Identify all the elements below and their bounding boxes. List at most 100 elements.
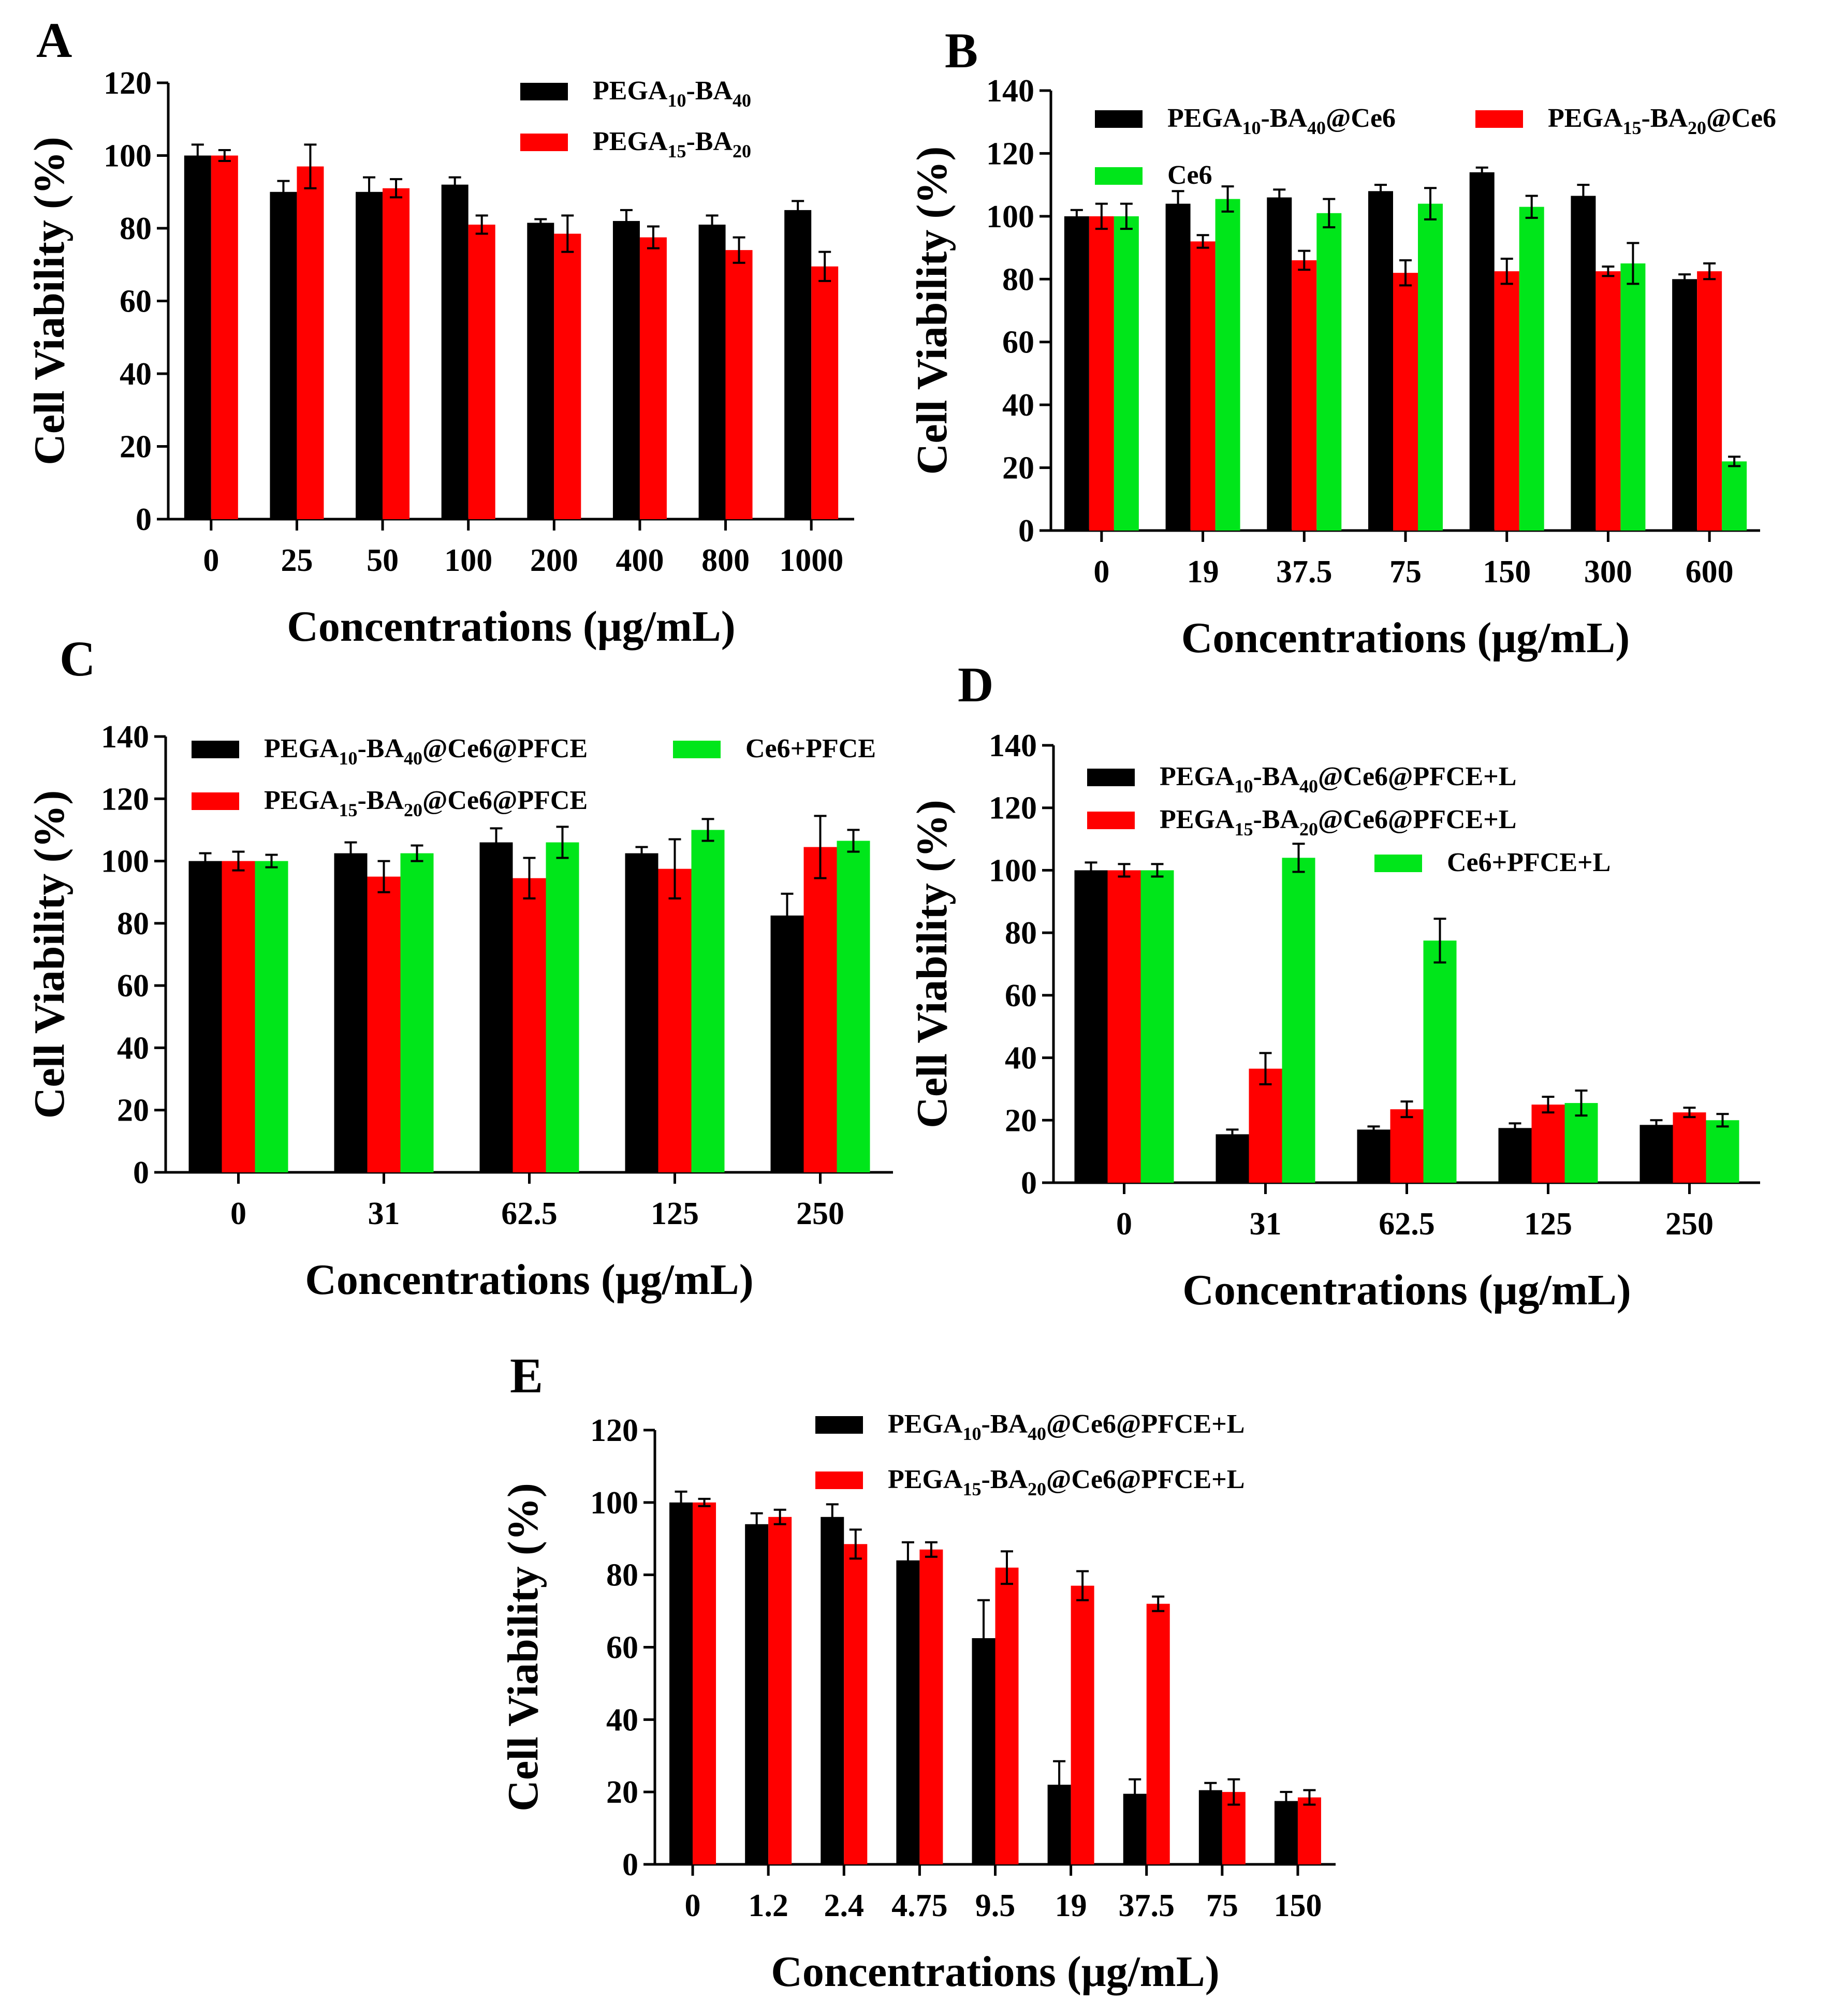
y-tick-label: 0 — [1021, 1166, 1037, 1201]
bar-b-s2-c4 — [1519, 207, 1544, 531]
x-tick-label: 25 — [281, 543, 313, 578]
legend-swatch — [192, 741, 239, 758]
y-axis-title: Cell Viability (%) — [25, 790, 74, 1119]
bar-a-s1-c1 — [297, 166, 324, 519]
y-tick-label: 120 — [989, 791, 1037, 826]
x-tick-label: 0 — [230, 1196, 246, 1231]
bar-a-s0-c7 — [784, 210, 812, 519]
legend-label: PEGA15-BA20 — [593, 127, 751, 161]
y-tick-label: 20 — [120, 430, 152, 465]
y-tick-label: 60 — [120, 284, 152, 319]
x-tick-label: 200 — [530, 543, 578, 578]
bar-c-s0-c0 — [188, 861, 222, 1172]
y-axis-title: Cell Viability (%) — [908, 146, 956, 475]
bar-b-s1-c3 — [1393, 273, 1418, 531]
bar-d-s2-c2 — [1423, 940, 1457, 1183]
bar-b-s0-c6 — [1672, 279, 1697, 531]
legend-swatch — [1087, 812, 1135, 829]
x-axis-title: Concentrations (μg/mL) — [305, 1256, 754, 1304]
y-tick-label: 0 — [133, 1155, 149, 1190]
x-tick-label: 31 — [368, 1196, 400, 1231]
y-tick-label: 120 — [590, 1413, 638, 1448]
legend: PEGA10-BA40@Ce6 PEGA15-BA20@Ce6 Ce6 — [1095, 104, 1776, 190]
x-tick-label: 19 — [1187, 554, 1219, 590]
bar-d-s1-c0 — [1107, 870, 1141, 1183]
bar-c-s0-c2 — [479, 842, 513, 1172]
bar-c-s1-c3 — [658, 869, 692, 1172]
x-axis-title: Concentrations (μg/mL) — [1181, 614, 1630, 662]
y-tick-label: 40 — [1005, 1041, 1037, 1076]
y-tick-label: 60 — [117, 968, 149, 1004]
y-tick-label: 120 — [986, 136, 1034, 171]
bar-e-s1-c2 — [844, 1544, 868, 1864]
bar-c-s1-c4 — [803, 847, 837, 1172]
y-tick-label: 40 — [120, 357, 152, 392]
y-tick-label: 20 — [1002, 451, 1034, 486]
x-tick-label: 31 — [1250, 1206, 1282, 1242]
bar-b-s1-c2 — [1292, 260, 1317, 531]
legend-label: Ce6 — [1167, 160, 1212, 190]
panel-a: A 0 20 40 60 80 100 120 0 25 50 100 200 400 800 1000 Cel… — [25, 12, 854, 651]
x-axis-title: Concentrations (μg/mL) — [1182, 1266, 1631, 1314]
bar-b-s0-c4 — [1469, 172, 1495, 531]
legend-swatch — [1475, 110, 1523, 128]
x-tick-label: 0 — [1093, 554, 1109, 590]
legend-label: PEGA10-BA40@Ce6@PFCE+L — [1160, 762, 1516, 797]
legend-label: Ce6+PFCE+L — [1447, 848, 1611, 877]
x-tick-label: 62.5 — [501, 1196, 558, 1231]
x-tick-label: 2.4 — [824, 1888, 865, 1923]
x-tick-label: 37.5 — [1276, 554, 1333, 590]
bar-d-s0-c0 — [1074, 870, 1108, 1183]
bar-b-s0-c1 — [1165, 203, 1191, 531]
y-tick-label: 20 — [117, 1093, 149, 1128]
x-tick-label: 800 — [701, 543, 750, 578]
legend-swatch — [520, 134, 568, 151]
bar-c-s2-c1 — [400, 853, 434, 1172]
bar-b-s0-c2 — [1267, 197, 1292, 531]
x-tick-label: 125 — [651, 1196, 699, 1231]
bar-e-s0-c2 — [821, 1517, 844, 1864]
bar-c-s0-c1 — [334, 853, 368, 1172]
panel-e: E 0 20 40 60 80 100 120 0 1.2 2.4 4.75 9.5 19 37.5 75 15… — [499, 1348, 1336, 1996]
bar-b-s2-c1 — [1215, 199, 1240, 531]
y-tick-label: 80 — [1005, 916, 1037, 951]
bar-b-s2-c0 — [1114, 216, 1139, 531]
y-tick-label: 60 — [1002, 325, 1034, 360]
bar-a-s0-c1 — [270, 192, 297, 519]
panel-b: B 0 20 40 60 80 100 120 140 0 19 37.5 75 150 300 600 Cel… — [908, 23, 1776, 662]
panel-c: C 0 20 40 60 80 100 120 140 0 31 62.5 125 250 Cell Via… — [25, 631, 893, 1304]
y-tick-label: 80 — [606, 1558, 638, 1593]
y-tick-label: 140 — [986, 73, 1034, 109]
x-tick-label: 1.2 — [748, 1888, 788, 1923]
bar-d-s2-c1 — [1282, 858, 1315, 1183]
bar-b-s2-c6 — [1722, 461, 1747, 531]
y-tick-label: 100 — [989, 853, 1037, 888]
x-tick-label: 75 — [1389, 554, 1422, 590]
bar-a-s0-c0 — [184, 155, 211, 519]
bar-a-s0-c5 — [612, 220, 640, 519]
bar-b-s2-c5 — [1620, 263, 1646, 531]
bar-b-s2-c2 — [1316, 213, 1342, 531]
y-tick-label: 140 — [989, 728, 1037, 763]
x-tick-label: 150 — [1483, 554, 1531, 590]
bar-b-s1-c0 — [1089, 216, 1114, 531]
bar-a-s1-c3 — [468, 224, 495, 520]
bar-d-s0-c4 — [1639, 1125, 1673, 1183]
bar-c-s0-c4 — [770, 915, 804, 1172]
legend-label: PEGA15-BA20@Ce6 — [1548, 104, 1776, 138]
x-tick-label: 300 — [1584, 554, 1632, 590]
x-tick-label: 0 — [1116, 1206, 1132, 1242]
legend-label: PEGA15-BA20@Ce6@PFCE+L — [1160, 805, 1516, 840]
legend-swatch — [1095, 110, 1143, 128]
bar-d-s1-c2 — [1390, 1109, 1424, 1183]
x-tick-label: 400 — [616, 543, 664, 578]
bar-e-s1-c6 — [1146, 1603, 1170, 1864]
legend-label: PEGA10-BA40@Ce6 — [1167, 104, 1396, 138]
legend-label: PEGA10-BA40 — [593, 76, 751, 111]
y-tick-label: 40 — [1002, 388, 1034, 423]
bar-a-s0-c6 — [698, 224, 726, 520]
bar-a-s0-c4 — [527, 223, 554, 519]
x-tick-label: 37.5 — [1118, 1888, 1175, 1923]
y-tick-label: 140 — [101, 719, 149, 755]
x-axis-title: Concentrations (μg/mL) — [771, 1948, 1220, 1996]
